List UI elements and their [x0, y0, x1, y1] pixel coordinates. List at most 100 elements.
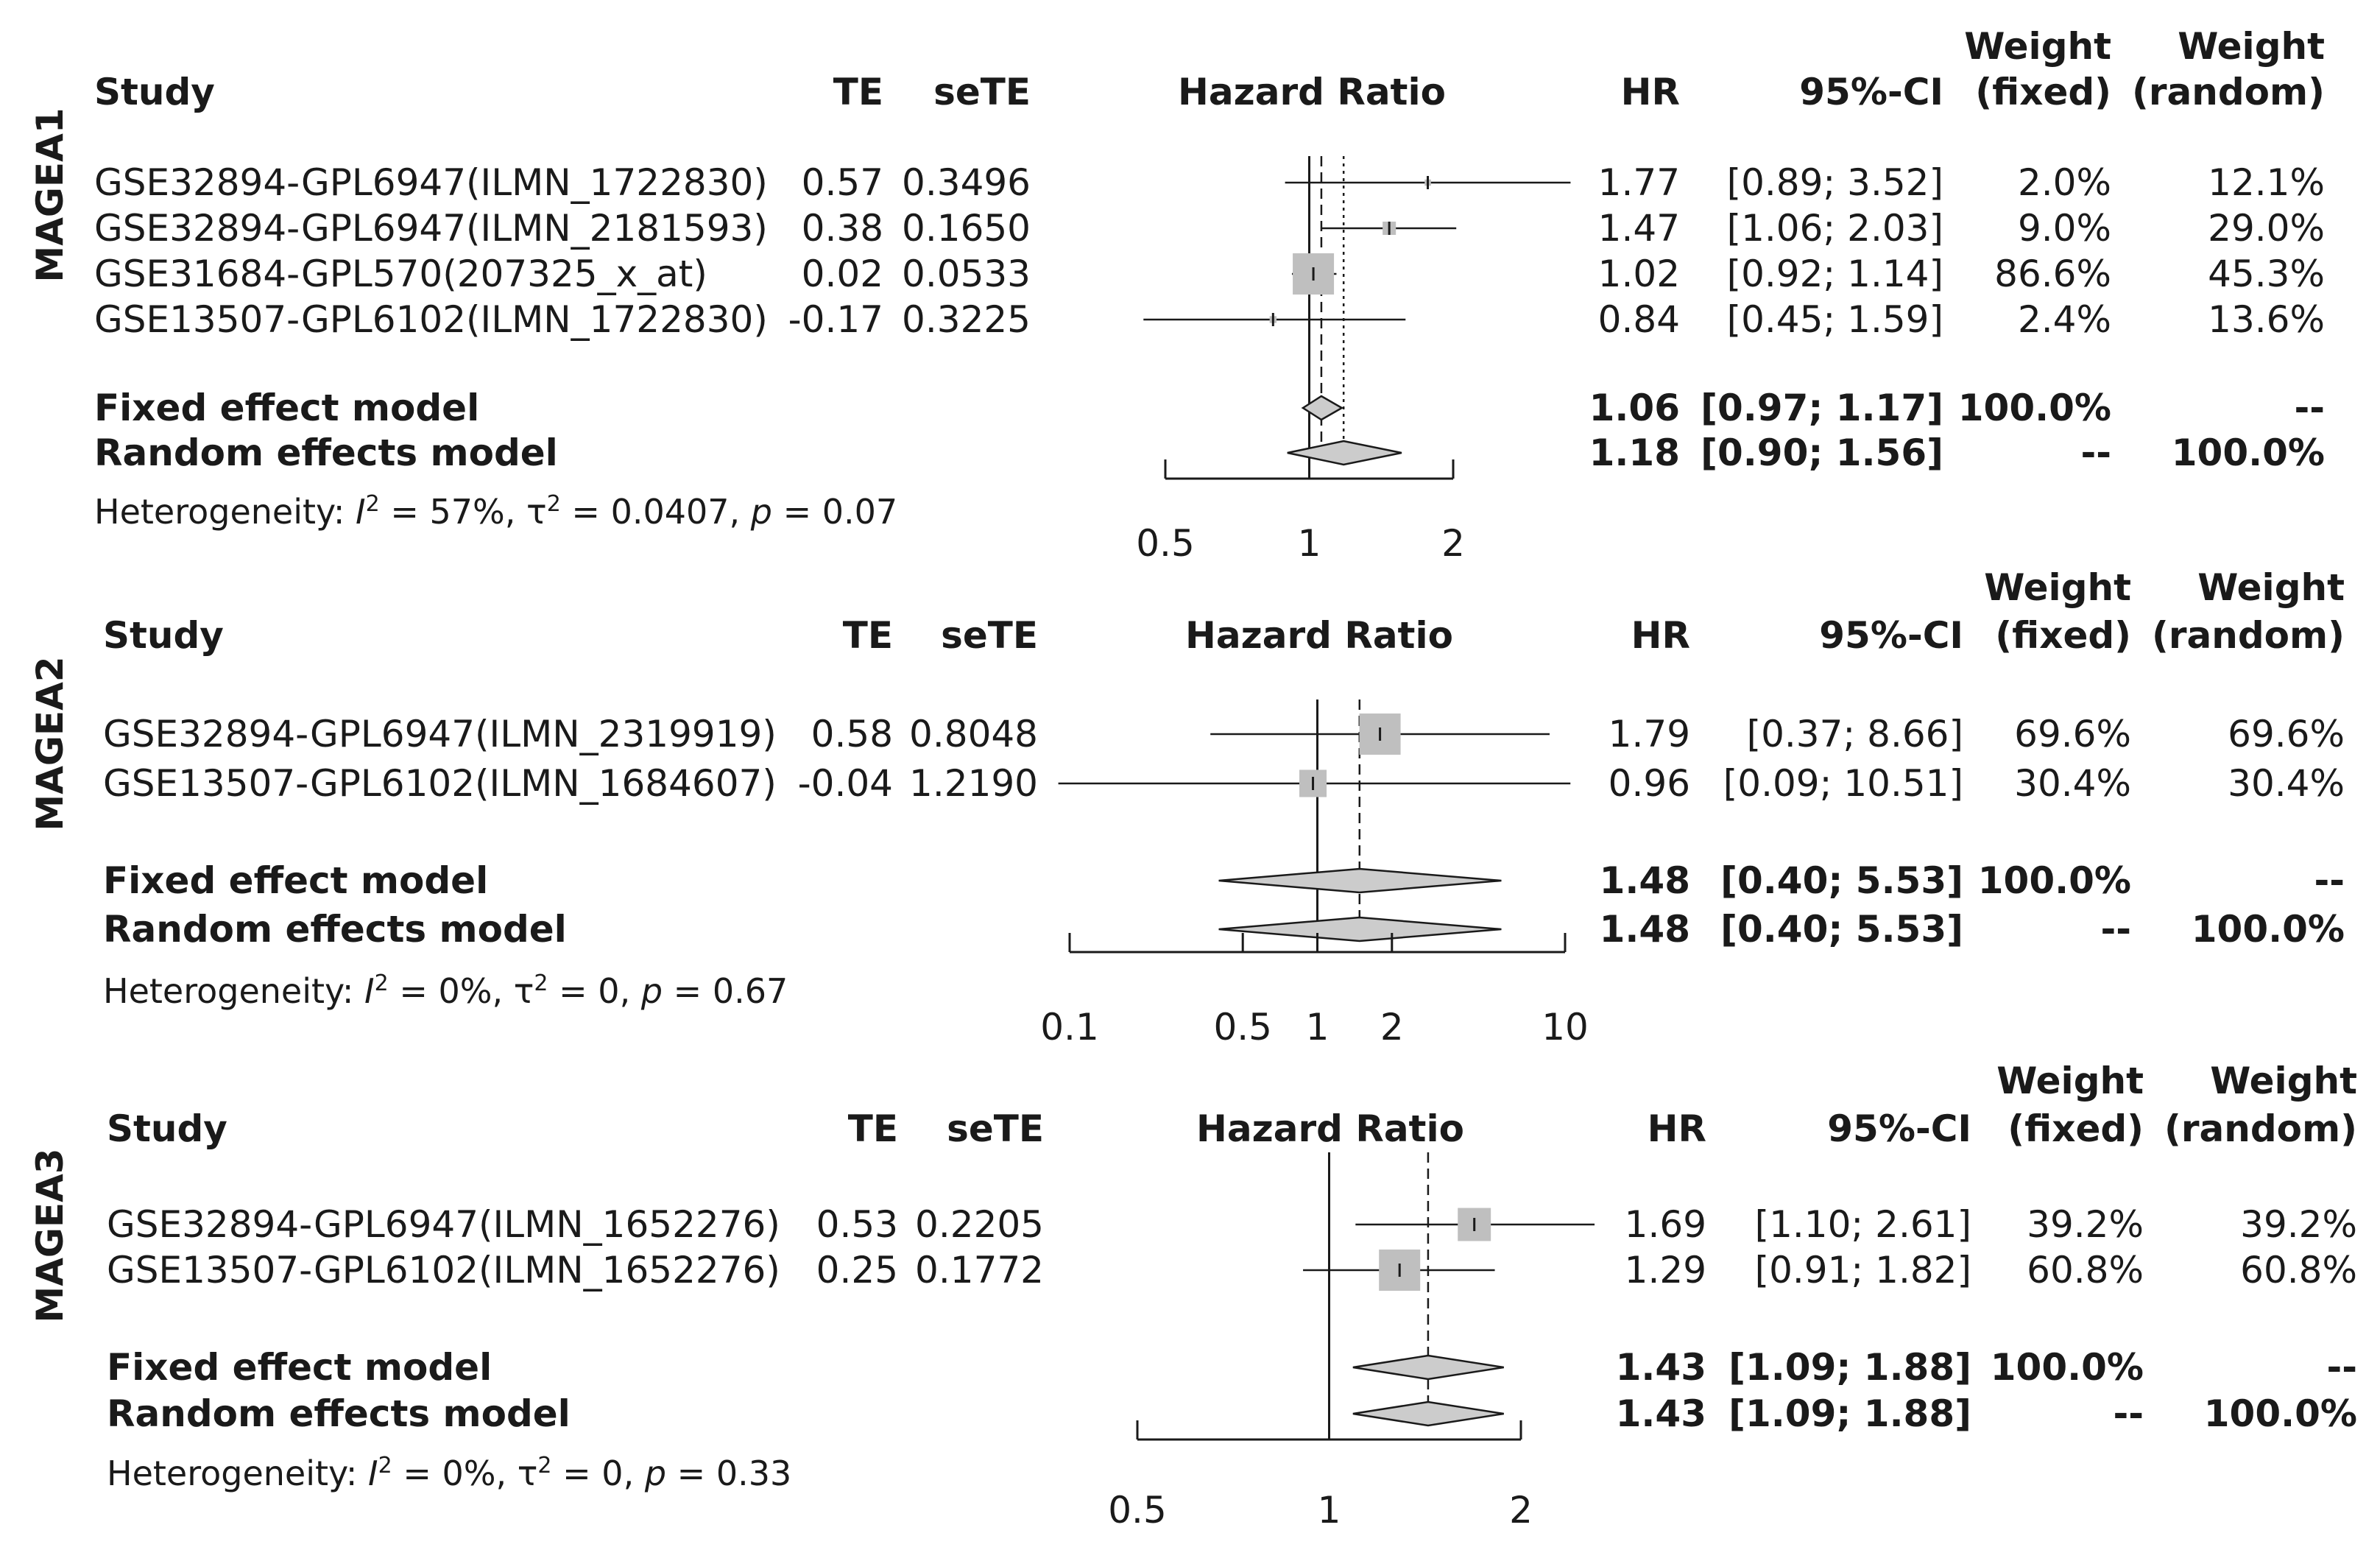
fixed-model-weight-random: --	[2294, 387, 2325, 429]
study-weight-random: 39.2%	[2240, 1203, 2357, 1246]
heterogeneity-part: p	[750, 492, 772, 532]
header-weight-random-bottom: (random)	[2132, 71, 2325, 113]
study-weight-fixed: 2.4%	[2018, 298, 2111, 341]
study-name: GSE13507-GPL6102(ILMN_1652276)	[107, 1249, 780, 1292]
header-study: Study	[94, 71, 215, 113]
random-model-row: Random effects model 1.43 [1.09; 1.88] -- 10…	[107, 1392, 2357, 1435]
header-hr: HR	[1621, 71, 1680, 113]
fixed-model-ci: [1.09; 1.88]	[1728, 1346, 1971, 1389]
study-ci: [0.37; 8.66]	[1747, 713, 1963, 755]
x-axis-tick-label: 0.5	[1108, 1489, 1167, 1532]
study-row: GSE32894-GPL6947(ILMN_1652276) 0.53 0.2205…	[107, 1203, 2357, 1246]
heterogeneity-part: 2	[537, 1453, 551, 1479]
header-sete: seTE	[933, 71, 1031, 113]
random-model-weight-fixed: --	[2113, 1392, 2144, 1435]
heterogeneity-text: Heterogeneity: I2 = 57%, τ2 = 0.0407, p …	[94, 491, 897, 532]
fixed-model-row: Fixed effect model 1.48 [0.40; 5.53] 100.0%…	[103, 859, 2345, 902]
random-model-label: Random effects model	[103, 908, 567, 951]
header-te: TE	[848, 1107, 898, 1150]
study-hr: 1.29	[1625, 1249, 1706, 1292]
study-sete: 0.3496	[902, 161, 1031, 204]
random-model-label: Random effects model	[94, 431, 558, 474]
fixed-model-hr: 1.48	[1600, 859, 1690, 902]
fixed-model-hr: 1.06	[1589, 387, 1680, 429]
fixed-model-diamond	[1218, 867, 1502, 894]
study-name: GSE31684-GPL570(207325_x_at)	[94, 253, 707, 295]
forest-panel-magea2: MAGEA2 Study TE seTE Hazard Ratio HR 95%-CI Wei…	[29, 566, 2345, 1049]
heterogeneity-part: Heterogeneity:	[103, 971, 364, 1011]
study-ci: [0.91; 1.82]	[1755, 1249, 1971, 1292]
random-model-row: Random effects model 1.48 [0.40; 5.53] -- 10…	[103, 908, 2345, 951]
heterogeneity-part: I	[364, 971, 375, 1011]
heterogeneity-part: = 0,	[552, 1453, 645, 1493]
study-weight-random: 29.0%	[2208, 207, 2325, 250]
x-axis-tick-label: 10	[1542, 1006, 1589, 1049]
fixed-model-weight-random: --	[2326, 1346, 2357, 1389]
study-sete: 0.0533	[902, 253, 1031, 295]
x-axis-tick-label: 2	[1441, 522, 1465, 565]
study-ci: [0.92; 1.14]	[1727, 253, 1943, 295]
study-row: GSE32894-GPL6947(ILMN_1722830) 0.57 0.3496…	[94, 161, 2325, 204]
heterogeneity-part: I	[356, 492, 366, 532]
fixed-model-diamond	[1301, 395, 1344, 421]
study-name: GSE32894-GPL6947(ILMN_1722830)	[94, 161, 768, 204]
random-model-ci: [0.90; 1.56]	[1701, 431, 1943, 474]
random-model-ci: [1.09; 1.88]	[1728, 1392, 1971, 1435]
header-te: TE	[843, 614, 893, 657]
fixed-model-row: Fixed effect model 1.06 [0.97; 1.17] 100.0%…	[94, 387, 2325, 429]
study-te: -0.17	[788, 298, 883, 341]
forest-panel-magea1: MAGEA1 Study TE seTE Hazard Ratio HR 95%-CI Wei…	[29, 25, 2325, 565]
study-row: GSE13507-GPL6102(ILMN_1722830) -0.17 0.322…	[94, 298, 2325, 341]
study-weight-fixed: 39.2%	[2027, 1203, 2144, 1246]
random-model-weight-random: 100.0%	[2192, 908, 2345, 951]
study-name: GSE32894-GPL6947(ILMN_1652276)	[107, 1203, 780, 1246]
heterogeneity-part: 2	[366, 491, 380, 517]
study-te: 0.02	[802, 253, 883, 295]
random-model-weight-random: 100.0%	[2172, 431, 2325, 474]
study-name: GSE13507-GPL6102(ILMN_1684607)	[103, 762, 777, 805]
heterogeneity-part: = 0.67	[663, 971, 788, 1011]
study-row: GSE13507-GPL6102(ILMN_1652276) 0.25 0.1772…	[107, 1249, 2357, 1292]
study-te: -0.04	[798, 762, 893, 805]
study-weight-random: 69.6%	[2228, 713, 2345, 755]
heterogeneity-part: = 0%, τ	[389, 971, 534, 1011]
study-weight-random: 12.1%	[2208, 161, 2325, 204]
study-hr: 0.84	[1598, 298, 1680, 341]
fixed-model-label: Fixed effect model	[103, 859, 488, 902]
header-hazard-ratio: Hazard Ratio	[1196, 1107, 1464, 1150]
heterogeneity-part: = 0.07	[772, 492, 897, 532]
random-model-hr: 1.43	[1616, 1392, 1706, 1435]
study-ci: [0.45; 1.59]	[1727, 298, 1943, 341]
header-study: Study	[103, 614, 224, 657]
study-row: GSE32894-GPL6947(ILMN_2181593) 0.38 0.1650…	[94, 207, 2325, 250]
study-weight-fixed: 2.0%	[2018, 161, 2111, 204]
random-model-diamond	[1287, 440, 1402, 466]
study-hr: 1.47	[1598, 207, 1680, 250]
x-axis-tick-label: 0.5	[1213, 1006, 1272, 1049]
study-sete: 1.2190	[909, 762, 1038, 805]
forest-panel-magea3: MAGEA3 Study TE seTE Hazard Ratio HR 95%-CI Wei…	[29, 1060, 2357, 1532]
header-weight-fixed-bottom: (fixed)	[1995, 614, 2131, 657]
heterogeneity-part: = 0%, τ	[392, 1453, 538, 1493]
study-sete: 0.8048	[909, 713, 1038, 755]
random-model-weight-fixed: --	[2080, 431, 2111, 474]
header-weight-fixed-top: Weight	[1984, 566, 2131, 609]
header-weight-random-bottom: (random)	[2164, 1107, 2357, 1150]
study-name: GSE32894-GPL6947(ILMN_2181593)	[94, 207, 768, 250]
study-te: 0.57	[802, 161, 883, 204]
header-hr: HR	[1648, 1107, 1706, 1150]
study-weight-fixed: 9.0%	[2018, 207, 2111, 250]
study-hr: 1.79	[1609, 713, 1690, 755]
study-name: GSE32894-GPL6947(ILMN_2319919)	[103, 713, 777, 755]
header-sete: seTE	[947, 1107, 1044, 1150]
study-weight-random: 13.6%	[2208, 298, 2325, 341]
random-model-weight-random: 100.0%	[2204, 1392, 2357, 1435]
study-hr: 1.69	[1625, 1203, 1706, 1246]
random-model-hr: 1.48	[1600, 908, 1690, 951]
header-weight-fixed-bottom: (fixed)	[1975, 71, 2111, 113]
heterogeneity-part: Heterogeneity:	[107, 1453, 368, 1493]
study-ci: [0.89; 3.52]	[1727, 161, 1943, 204]
header-ci: 95%-CI	[1827, 1107, 1971, 1150]
header-weight-random-bottom: (random)	[2152, 614, 2345, 657]
